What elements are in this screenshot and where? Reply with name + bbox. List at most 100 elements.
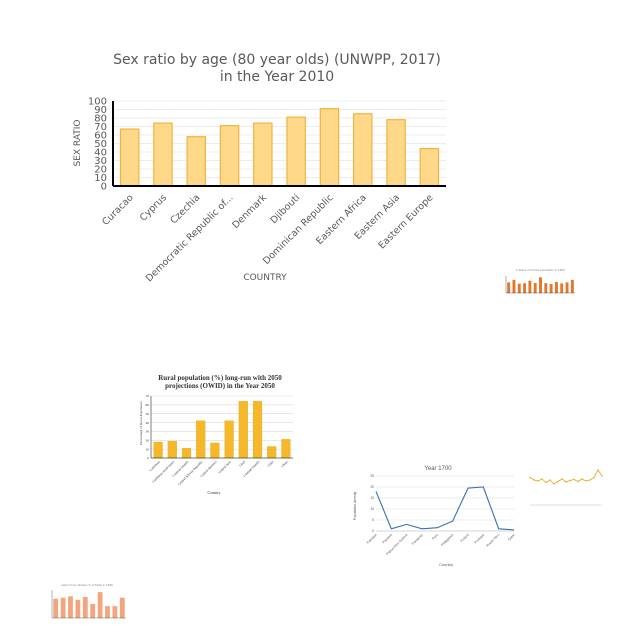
y-tick-label: 0 <box>101 182 107 193</box>
bar <box>267 446 277 459</box>
chart2-y-axis-label: Percentage of Rural Population <box>139 401 143 445</box>
bar <box>544 283 548 293</box>
chart2-x-axis-label: Country <box>207 490 220 495</box>
x-tick-label: Chile <box>267 460 275 468</box>
bar <box>549 284 553 293</box>
data-point <box>545 481 547 484</box>
data-point <box>601 475 603 477</box>
data-point <box>569 479 571 482</box>
bar <box>219 125 240 187</box>
bar <box>119 597 125 618</box>
x-tick-label: Poland <box>460 533 470 543</box>
bar <box>97 592 103 618</box>
bar <box>252 401 263 459</box>
bar <box>539 277 542 293</box>
bar <box>419 148 440 187</box>
x-tick-label: Denmark <box>230 192 269 231</box>
bar <box>90 604 96 618</box>
y-tick-label: 50 <box>94 139 107 150</box>
x-tick-label: Paraguay <box>411 533 424 546</box>
y-tick-label: 0 <box>147 456 149 460</box>
chart1-title-line1: Sex ratio by age (80 year olds) (UNWPP, … <box>113 52 441 68</box>
y-tick-label: 40 <box>146 421 150 425</box>
data-point <box>573 478 575 481</box>
chart2-title-line1: Rural population (%) long-run with 2050 <box>158 374 282 382</box>
bar <box>386 119 406 187</box>
x-tick-label: Cyprus <box>138 192 169 223</box>
chart2-title-line2: projections (OWID) in the Year 2050 <box>165 382 275 390</box>
bar <box>238 401 248 459</box>
y-tick-label: 50 <box>146 412 150 416</box>
bar <box>53 598 59 618</box>
data-point <box>581 478 583 480</box>
chart5-frame <box>523 460 609 520</box>
data-point <box>589 479 591 481</box>
bar <box>523 283 527 293</box>
y-tick-label: 5 <box>372 518 374 522</box>
y-tick-label: 30 <box>94 156 107 167</box>
bar <box>68 596 73 618</box>
y-tick-label: 100 <box>88 97 107 108</box>
series-line <box>375 486 515 531</box>
bar <box>319 108 340 187</box>
bar <box>570 279 574 293</box>
x-tick-label: Chad <box>238 460 246 468</box>
y-tick-label: 30 <box>146 430 150 434</box>
x-tick-label: Caribbean <box>148 460 161 473</box>
y-tick-label: 70 <box>146 394 150 398</box>
x-tick-label: Djibouti <box>268 192 302 226</box>
x-tick-label: Peru <box>431 533 439 541</box>
bar <box>281 439 291 459</box>
bar <box>286 116 306 187</box>
bar <box>554 281 558 293</box>
data-point <box>565 481 567 483</box>
data-point <box>557 480 559 483</box>
bar <box>153 441 163 459</box>
bar <box>112 606 118 618</box>
y-tick-label: 90 <box>94 105 107 116</box>
x-tick-label: Puerto Rico <box>485 533 500 548</box>
data-point <box>533 479 535 481</box>
y-tick-label: 0 <box>372 529 374 533</box>
data-point <box>537 480 539 482</box>
bar <box>153 122 173 187</box>
chart-rural-population: Rural population (%) long-run with 2050 … <box>139 374 293 495</box>
x-tick-label: Czechia <box>168 192 202 226</box>
bar <box>75 599 81 618</box>
y-tick-label: 80 <box>94 114 107 125</box>
y-tick-label: 10 <box>146 447 150 451</box>
bar <box>512 279 516 293</box>
chart3-y-axis-label: Population density <box>353 491 357 520</box>
bar <box>224 420 234 459</box>
x-tick-label: Portugal <box>474 533 486 545</box>
y-tick-label: 10 <box>94 173 107 184</box>
y-tick-label: 20 <box>94 165 107 176</box>
y-tick-label: 25 <box>370 474 374 478</box>
data-point <box>541 478 543 480</box>
x-tick-label: China <box>280 460 289 469</box>
data-point <box>529 476 531 479</box>
y-tick-label: 20 <box>146 439 150 443</box>
y-tick-label: 20 <box>370 485 374 489</box>
bar <box>528 280 532 293</box>
x-tick-label: Pakistan <box>366 533 378 545</box>
chart-sex-ratio: Sex ratio by age (80 year olds) (UNWPP, … <box>73 52 446 284</box>
bar <box>105 606 110 618</box>
y-tick-label: 15 <box>370 496 374 500</box>
x-tick-label: Curacao <box>100 192 136 228</box>
bar <box>210 442 220 459</box>
chart-thumbnail-salmon-bars: Labor force, female (% of total) in 1990 <box>40 578 128 630</box>
chart-thumbnail-orange-bars: % Share of female population in 1990 <box>500 265 578 315</box>
bar <box>60 597 66 618</box>
bar <box>533 283 537 293</box>
data-point <box>553 483 555 485</box>
bar <box>167 441 177 459</box>
y-tick-label: 10 <box>370 507 374 511</box>
bar <box>560 283 564 293</box>
x-tick-label: Qatar <box>507 532 516 541</box>
data-point <box>585 480 587 482</box>
chart3-title: Year 1700 <box>424 466 452 472</box>
bar <box>253 122 273 187</box>
data-point <box>549 479 551 481</box>
